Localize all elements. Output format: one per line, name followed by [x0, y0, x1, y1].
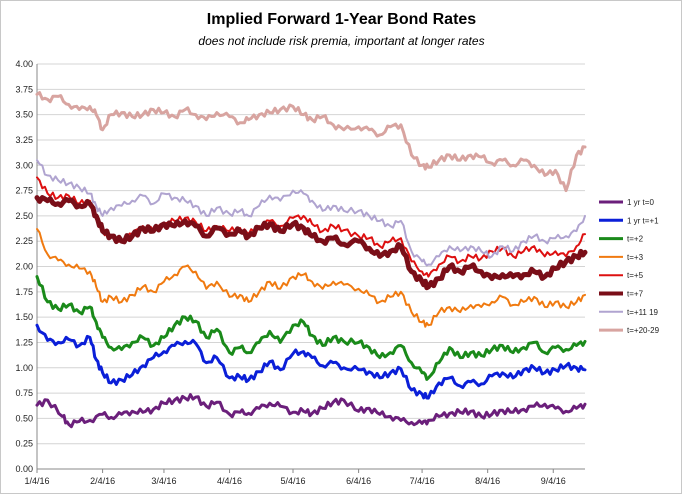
y-tick-label: 0.00	[15, 464, 33, 474]
y-tick-label: 3.50	[15, 110, 33, 120]
legend-label: 1 yr t=0	[627, 198, 654, 207]
y-tick-label: 0.25	[15, 439, 33, 449]
series-line	[35, 91, 587, 193]
x-tick-label: 3/4/16	[151, 476, 176, 486]
y-tick-label: 1.25	[15, 337, 33, 347]
legend-label: t=+2	[627, 235, 644, 244]
series-line	[36, 228, 586, 328]
legend-label: t=+3	[627, 253, 644, 262]
x-tick-label: 7/4/16	[410, 476, 435, 486]
y-tick-label: 3.00	[15, 160, 33, 170]
legend-label: 1 yr t=+1	[627, 216, 659, 225]
series-line	[36, 176, 586, 278]
series-line	[35, 323, 587, 400]
y-tick-label: 3.75	[15, 84, 33, 94]
series-lines	[34, 91, 588, 429]
x-tick-labels: 1/4/16 2/4/16 3/4/16 4/4/16 5/4/16 6/4/16 7/4/…	[24, 476, 565, 486]
x-tick-label: 1/4/16	[24, 476, 49, 486]
y-tick-label: 2.50	[15, 211, 33, 221]
legend-label: t=+20-29	[627, 326, 660, 335]
chart-title: Implied Forward 1-Year Bond Rates	[206, 11, 477, 28]
y-tick-label: 3.25	[15, 135, 33, 145]
y-tick-label: 2.00	[15, 262, 33, 272]
legend-label: t=+7	[627, 290, 644, 299]
y-tick-label: 4.00	[15, 59, 33, 69]
series-line	[36, 159, 586, 267]
y-tick-label: 0.75	[15, 388, 33, 398]
x-tick-label: 5/4/16	[280, 476, 305, 486]
chart-subtitle: does not include risk premia, important …	[198, 34, 485, 48]
y-tick-labels: 0.00 0.25 0.50 0.75 1.00 1.25 1.50 1.75 2.00 2.25…	[15, 59, 33, 474]
x-tick-label: 8/4/16	[475, 476, 500, 486]
axes	[36, 64, 585, 473]
y-tick-label: 1.00	[15, 363, 33, 373]
gridlines	[37, 63, 585, 470]
series-line	[34, 195, 588, 291]
legend-label: t=+11 19	[627, 308, 659, 317]
y-tick-label: 1.50	[15, 312, 33, 322]
legend-label: t=+5	[627, 271, 644, 280]
x-tick-label: 6/4/16	[346, 476, 371, 486]
legend: 1 yr t=0 1 yr t=+1 t=+2 t=+3 t=+5 t=+7 t=+11 1…	[599, 198, 660, 335]
x-tick-label: 9/4/16	[541, 476, 566, 486]
y-tick-label: 2.75	[15, 186, 33, 196]
x-tick-label: 4/4/16	[217, 476, 242, 486]
series-line	[35, 393, 587, 429]
series-line	[35, 275, 587, 381]
y-tick-label: 2.25	[15, 236, 33, 246]
y-tick-label: 1.75	[15, 287, 33, 297]
y-tick-label: 0.50	[15, 413, 33, 423]
x-tick-label: 2/4/16	[90, 476, 115, 486]
